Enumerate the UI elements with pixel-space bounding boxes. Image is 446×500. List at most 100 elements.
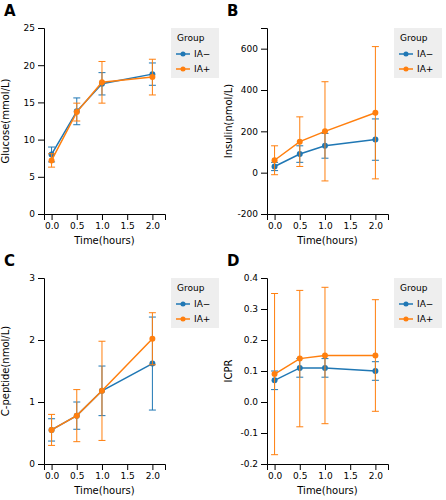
x-axis-tick-mark	[102, 214, 103, 220]
y-axis-tick-mark	[38, 177, 44, 178]
y-axis: -2000200400600	[238, 29, 268, 220]
error-bar	[149, 59, 156, 95]
y-axis-tick-mark	[261, 90, 267, 91]
x-axis-tick-label: 0.5	[293, 221, 307, 231]
x-axis-tick-mark	[52, 214, 53, 220]
point	[49, 427, 55, 433]
y-axis-tick-mark	[38, 464, 44, 465]
x-axis-tick-mark	[375, 214, 376, 220]
x-axis-tick: 0.5	[293, 464, 307, 481]
error-bar	[73, 98, 80, 125]
point	[149, 74, 155, 80]
panel: 0.00.51.01.52.0-2000200400600Time(hours)…	[223, 2, 442, 246]
y-axis-tick: 15	[24, 98, 44, 108]
legend-title: Group	[400, 33, 428, 43]
x-axis-tick-label: 0.0	[45, 221, 60, 231]
x-axis-tick: 2.0	[146, 214, 161, 231]
y-axis-tick-label: 0.0	[244, 397, 259, 407]
error-bar	[73, 390, 80, 442]
plot-area	[271, 47, 379, 181]
legend: GroupIA−IA+	[394, 28, 442, 78]
legend-swatch-marker	[403, 316, 408, 321]
x-axis-tick-label: 1.0	[318, 221, 333, 231]
x-axis-tick: 0.5	[293, 214, 307, 231]
y-axis-tick: -0.1	[240, 428, 267, 438]
y-axis-tick-label: 25	[24, 23, 35, 33]
y-axis-tick: 10	[24, 135, 44, 145]
panel-title: A	[4, 2, 16, 20]
x-axis-tick-mark	[152, 214, 153, 220]
error-bar	[48, 414, 55, 445]
point	[297, 356, 303, 362]
point	[99, 79, 105, 85]
legend-swatch-marker	[403, 301, 408, 306]
point	[372, 353, 378, 359]
y-axis-line	[261, 279, 268, 465]
y-axis-tick-label: 0.2	[244, 335, 258, 345]
legend-title: Group	[177, 283, 205, 293]
y-axis-tick: 0.1	[244, 366, 267, 376]
panel: 0.00.51.01.52.00123Time(hours)C-peptide(…	[0, 252, 219, 496]
y-axis-tick-label: -200	[238, 209, 259, 219]
y-axis-tick: 0.0	[244, 397, 267, 407]
error-bar	[372, 300, 379, 412]
legend-title: Group	[400, 283, 428, 293]
x-axis-tick-mark	[77, 464, 78, 470]
x-axis: 0.00.51.01.52.0	[268, 464, 389, 481]
point	[149, 336, 155, 342]
y-axis-tick-label: 0	[29, 459, 35, 469]
x-axis-tick: 1.5	[344, 214, 358, 231]
y-axis-tick-mark	[38, 140, 44, 141]
legend: GroupIA−IA+	[171, 278, 219, 328]
x-axis-tick-label: 1.0	[95, 221, 110, 231]
x-axis-tick: 0.5	[70, 464, 84, 481]
y-axis: 0123	[29, 273, 44, 469]
x-axis-tick-mark	[52, 464, 53, 470]
point	[74, 413, 80, 419]
x-axis: 0.00.51.01.52.0	[45, 464, 166, 481]
y-axis-tick: -200	[238, 209, 267, 219]
y-axis-tick: 1	[29, 397, 44, 407]
point	[49, 157, 55, 163]
x-axis-tick-label: 2.0	[369, 221, 384, 231]
x-axis-tick-mark	[350, 214, 351, 220]
plot-area	[48, 59, 156, 167]
legend-item: IA+	[399, 64, 433, 74]
x-axis-tick-mark	[300, 214, 301, 220]
x-axis-tick: 0.0	[268, 464, 283, 481]
y-axis-title: Insulin(pmol/L)	[223, 84, 234, 159]
y-axis-tick-label: 200	[241, 127, 258, 137]
x-axis-tick: 2.0	[146, 464, 161, 481]
x-axis-tick-mark	[275, 464, 276, 470]
error-bar	[149, 313, 156, 365]
x-axis-tick-label: 0.5	[293, 471, 307, 481]
x-axis: 0.00.51.01.52.0	[45, 214, 166, 231]
point	[297, 139, 303, 145]
x-axis-line	[268, 215, 389, 221]
x-axis-tick: 1.0	[318, 214, 333, 231]
x-axis-tick: 0.5	[70, 214, 84, 231]
y-axis-line	[38, 279, 45, 465]
x-axis-line	[45, 465, 166, 471]
x-axis-tick-mark	[127, 464, 128, 470]
error-bar	[321, 287, 328, 423]
y-axis-tick-mark	[38, 28, 44, 29]
y-axis: 0510152025	[24, 23, 45, 219]
x-axis: 0.00.51.01.52.0	[268, 214, 389, 231]
y-axis-tick-mark	[38, 102, 44, 103]
panel: 0.00.51.01.52.00510152025Time(hours)Gluc…	[0, 2, 219, 246]
y-axis-tick-mark	[261, 433, 267, 434]
x-axis-tick: 1.0	[95, 214, 110, 231]
legend-swatch-marker	[403, 51, 408, 56]
point	[99, 388, 105, 394]
y-axis-tick: 5	[29, 172, 44, 182]
x-axis-tick-label: 2.0	[146, 471, 161, 481]
error-bar	[271, 294, 278, 455]
error-bar	[98, 61, 105, 103]
y-axis-tick-label: 0.4	[244, 273, 259, 283]
error-bar	[98, 341, 105, 440]
x-axis-tick-mark	[325, 464, 326, 470]
y-axis-tick-mark	[261, 464, 267, 465]
y-axis-tick-label: -0.1	[240, 428, 258, 438]
x-axis-tick-label: 1.5	[121, 471, 135, 481]
